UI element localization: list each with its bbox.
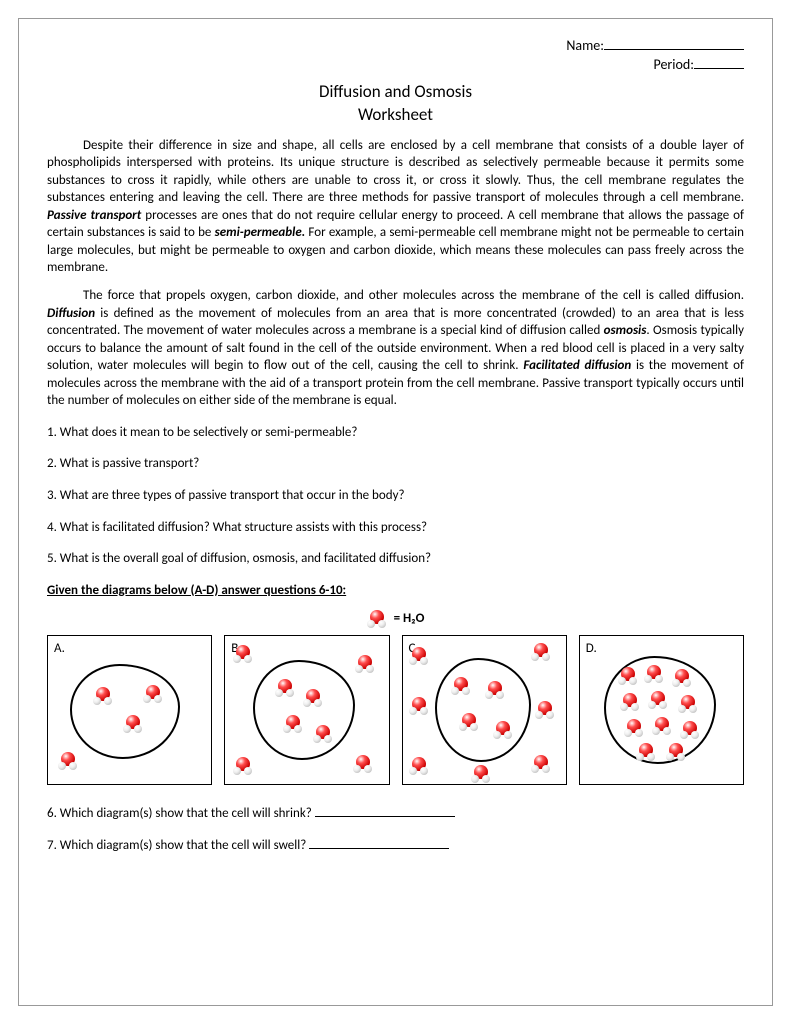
legend: = H₂O <box>47 609 744 629</box>
diagram-a: A. <box>47 635 212 785</box>
paragraph-1: Despite their difference in size and sha… <box>47 137 744 277</box>
water-molecule-icon <box>618 666 638 686</box>
water-molecule-icon <box>531 642 551 662</box>
water-molecule-icon <box>233 644 253 664</box>
water-molecule-icon <box>620 692 640 712</box>
water-molecule-icon <box>283 714 303 734</box>
water-molecule-icon <box>409 696 429 716</box>
q6-blank[interactable] <box>315 816 455 817</box>
worksheet-title: Diffusion and Osmosis Worksheet <box>47 81 744 127</box>
water-molecule-icon <box>233 756 253 776</box>
water-molecule-icon <box>652 716 672 736</box>
question-7: 7. Which diagram(s) show that the cell w… <box>47 837 744 855</box>
water-molecule-icon <box>353 754 373 774</box>
diagram-row: A. B. C. D. <box>47 635 744 785</box>
water-molecule-icon <box>58 751 78 771</box>
water-molecule-icon <box>313 724 333 744</box>
name-label: Name: <box>566 37 604 54</box>
question-3: 3. What are three types of passive trans… <box>47 487 744 505</box>
water-molecule-icon <box>648 690 668 710</box>
water-molecule-icon <box>303 688 323 708</box>
water-molecule-icon <box>409 756 429 776</box>
diagram-c: C. <box>402 635 567 785</box>
legend-text: = H₂O <box>394 611 425 626</box>
question-6-text: 6. Which diagram(s) show that the cell w… <box>47 806 312 821</box>
question-6: 6. Which diagram(s) show that the cell w… <box>47 805 744 823</box>
water-molecule-icon <box>531 754 551 774</box>
diagram-section-heading: Given the diagrams below (A-D) answer qu… <box>47 582 744 600</box>
water-molecule-icon <box>355 654 375 674</box>
question-4: 4. What is facilitated diffusion? What s… <box>47 519 744 537</box>
water-molecule-icon <box>123 714 143 734</box>
question-7-text: 7. Which diagram(s) show that the cell w… <box>47 838 306 853</box>
water-molecule-icon <box>680 720 700 740</box>
water-molecule-icon <box>535 700 555 720</box>
title-line-1: Diffusion and Osmosis <box>319 81 472 102</box>
water-molecule-icon <box>459 712 479 732</box>
header-fields: Name: Period: <box>47 37 744 75</box>
water-molecule-icon <box>93 686 113 706</box>
water-molecule-icon <box>367 609 387 629</box>
paragraph-2: The force that propels oxygen, carbon di… <box>47 287 744 410</box>
q7-blank[interactable] <box>309 848 449 849</box>
diagram-label: A. <box>54 640 65 658</box>
diagram-d: D. <box>579 635 744 785</box>
water-molecule-icon <box>409 646 429 666</box>
cell-outline <box>253 660 355 760</box>
cell-outline <box>70 664 180 759</box>
title-line-2: Worksheet <box>358 104 433 125</box>
diagram-label: D. <box>586 640 597 658</box>
question-1: 1. What does it mean to be selectively o… <box>47 424 744 442</box>
name-blank[interactable] <box>604 49 744 50</box>
period-label: Period: <box>654 56 695 73</box>
diagram-b: B. <box>224 635 389 785</box>
water-molecule-icon <box>143 684 163 704</box>
water-molecule-icon <box>636 742 656 762</box>
water-molecule-icon <box>493 720 513 740</box>
period-blank[interactable] <box>694 68 744 69</box>
water-molecule-icon <box>666 742 686 762</box>
water-molecule-icon <box>451 676 471 696</box>
water-molecule-icon <box>275 678 295 698</box>
question-5: 5. What is the overall goal of diffusion… <box>47 550 744 568</box>
water-molecule-icon <box>471 764 491 784</box>
water-molecule-icon <box>624 718 644 738</box>
question-2: 2. What is passive transport? <box>47 455 744 473</box>
water-molecule-icon <box>672 668 692 688</box>
cell-outline <box>435 658 531 762</box>
water-molecule-icon <box>644 664 664 684</box>
water-molecule-icon <box>678 694 698 714</box>
water-molecule-icon <box>485 680 505 700</box>
worksheet-page: Name: Period: Diffusion and Osmosis Work… <box>18 18 773 1006</box>
